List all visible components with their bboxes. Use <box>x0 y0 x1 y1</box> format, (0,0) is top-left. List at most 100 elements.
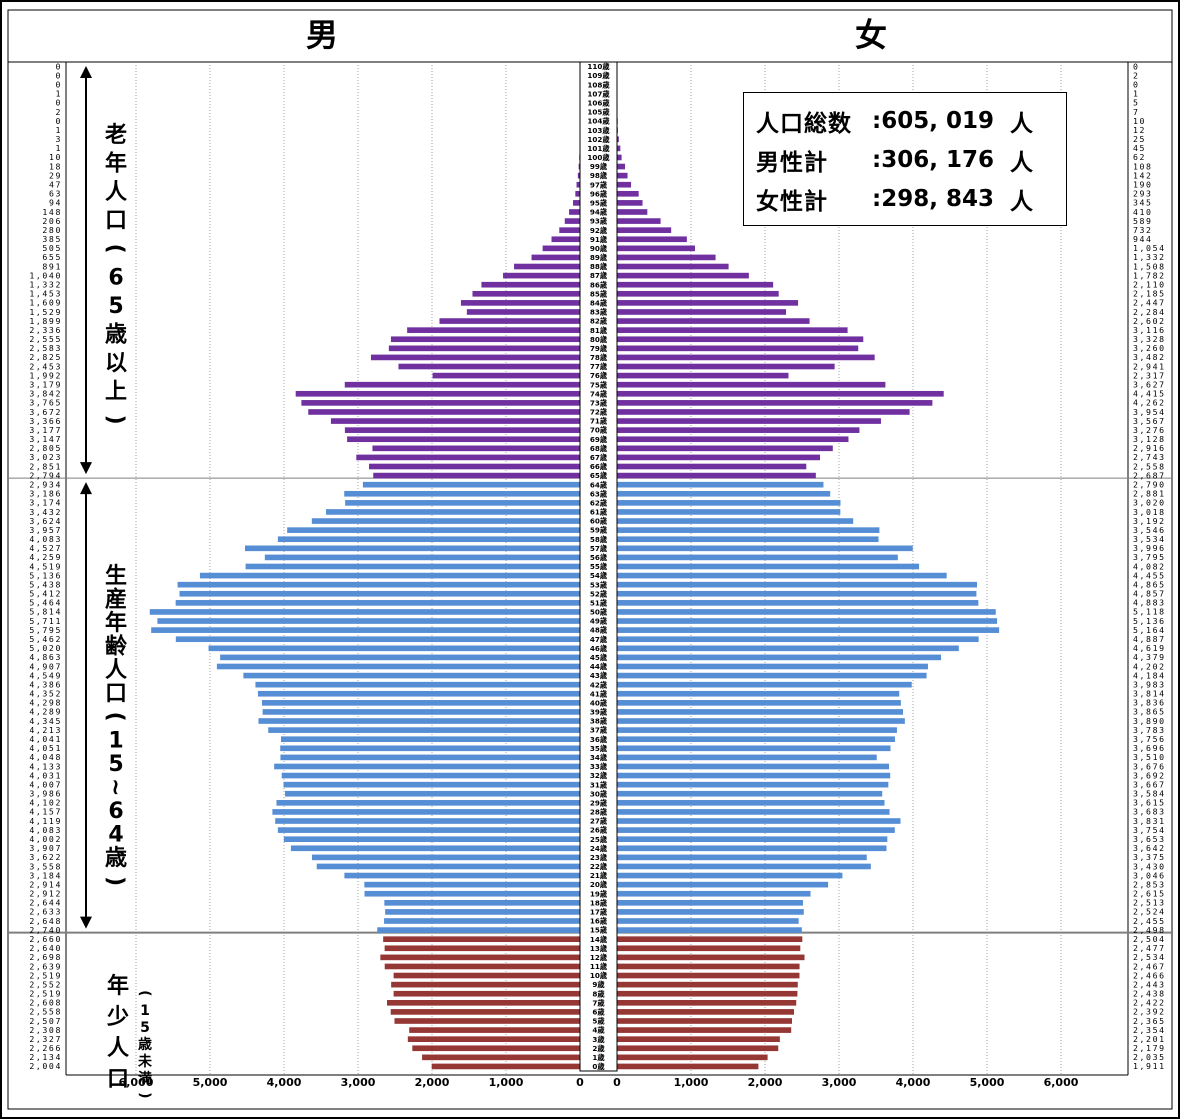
female-value-label: 10 <box>1133 116 1146 126</box>
female-x-tick: 4,000 <box>896 1076 931 1089</box>
age-label: 21歳 <box>590 871 608 880</box>
male-bar <box>384 963 580 970</box>
age-label: 48歳 <box>590 626 608 635</box>
female-value-label: 4,883 <box>1133 598 1166 608</box>
male-value-label: 0 <box>55 70 62 80</box>
male-value-label: 4,007 <box>29 779 62 789</box>
female-bar <box>617 272 749 279</box>
age-label: 98歳 <box>590 171 608 180</box>
female-value-label: 3,983 <box>1133 679 1166 689</box>
male-bar <box>384 945 580 952</box>
male-bar <box>383 936 580 943</box>
male-bar <box>344 872 580 879</box>
male-value-label: 2,698 <box>29 952 62 962</box>
age-label: 61歳 <box>590 508 608 517</box>
age-label: 82歳 <box>590 317 608 326</box>
female-bar <box>617 300 799 306</box>
male-bar <box>330 418 580 424</box>
age-label: 66歳 <box>590 462 608 471</box>
female-value-label: 3,567 <box>1133 416 1166 426</box>
female-bar <box>617 654 942 661</box>
female-bar <box>617 954 805 961</box>
male-bar <box>149 609 580 615</box>
age-label: 39歳 <box>590 708 608 717</box>
male-bar <box>243 672 580 679</box>
female-value-label: 3,676 <box>1133 761 1166 771</box>
male-value-label: 4,213 <box>29 725 62 735</box>
female-bar <box>617 827 895 833</box>
female-value-label: 2,317 <box>1133 370 1166 380</box>
female-value-label: 4,082 <box>1133 561 1166 571</box>
female-bar <box>617 609 996 615</box>
age-label: 1歳 <box>592 1053 605 1062</box>
female-value-label: 3,996 <box>1133 543 1166 553</box>
female-total-value: :298, 843 <box>872 185 994 212</box>
female-x-tick: 0 <box>613 1076 621 1089</box>
male-x-tick: 0 <box>576 1076 584 1089</box>
female-bar <box>617 209 648 215</box>
working-group-label: 口 <box>105 682 127 707</box>
male-bar <box>559 227 580 233</box>
male-value-label: 2,740 <box>29 925 62 935</box>
female-bar <box>617 290 779 297</box>
female-value-label: 410 <box>1133 207 1153 217</box>
age-label: 23歳 <box>590 853 608 862</box>
male-value-label: 1,453 <box>29 289 62 299</box>
female-value-label: 732 <box>1133 225 1153 235</box>
working-group-label: 6 <box>108 799 123 824</box>
age-label: 5歳 <box>592 1017 605 1026</box>
female-value-label: 2,455 <box>1133 916 1166 926</box>
age-label: 28歳 <box>590 808 608 817</box>
male-value-label: 2,555 <box>29 334 62 344</box>
female-bar <box>617 800 885 806</box>
male-bar <box>407 327 580 333</box>
female-value-label: 108 <box>1133 161 1153 171</box>
age-label: 17歳 <box>590 908 608 917</box>
age-label: 0歳 <box>592 1062 605 1071</box>
female-value-label: 4,619 <box>1133 643 1166 653</box>
age-label: 41歳 <box>590 689 608 698</box>
female-value-label: 2,498 <box>1133 925 1166 935</box>
male-value-label: 0 <box>55 116 62 126</box>
male-bar <box>245 545 580 552</box>
male-value-label: 3,023 <box>29 452 62 462</box>
male-bar <box>472 290 580 297</box>
male-bar <box>380 954 580 961</box>
working-group-label: 年 <box>105 610 127 636</box>
female-value-label: 2,438 <box>1133 989 1166 999</box>
male-bar <box>542 245 580 252</box>
age-label: 93歳 <box>590 217 608 226</box>
male-value-label: 3,179 <box>29 379 62 389</box>
youth-group-sublabel: 5 <box>140 1020 150 1036</box>
male-bar <box>347 436 580 443</box>
female-value-label: 3,783 <box>1133 725 1166 735</box>
female-value-label: 3,692 <box>1133 770 1166 780</box>
age-label: 97歳 <box>590 180 608 189</box>
female-x-tick: 3,000 <box>822 1076 857 1089</box>
age-label: 22歳 <box>590 862 608 871</box>
female-value-label: 3,756 <box>1133 734 1166 744</box>
female-bar <box>617 690 900 697</box>
male-value-label: 3,765 <box>29 398 62 408</box>
female-value-label: 4,455 <box>1133 570 1166 580</box>
female-value-label: 5,118 <box>1133 607 1166 617</box>
female-bar <box>617 890 811 897</box>
female-bar <box>617 345 859 352</box>
female-value-label: 4,379 <box>1133 652 1166 662</box>
male-bar <box>272 809 580 815</box>
male-value-label: 94 <box>49 198 62 208</box>
female-bar <box>617 163 625 170</box>
youth-group-label: 少 <box>106 1005 129 1030</box>
male-value-label: 4,907 <box>29 661 62 671</box>
working-group-label: ) <box>103 876 128 886</box>
age-label: 29歳 <box>590 798 608 807</box>
elderly-group-label: 年 <box>105 151 127 177</box>
male-value-label: 3,986 <box>29 789 62 799</box>
female-bar <box>617 727 897 733</box>
female-bar <box>617 1027 792 1033</box>
male-bar <box>199 572 580 579</box>
age-label: 36歳 <box>590 735 608 744</box>
male-value-label: 2,134 <box>29 1052 62 1062</box>
working-group-label: ~ <box>103 778 128 796</box>
female-value-label: 3,584 <box>1133 789 1166 799</box>
